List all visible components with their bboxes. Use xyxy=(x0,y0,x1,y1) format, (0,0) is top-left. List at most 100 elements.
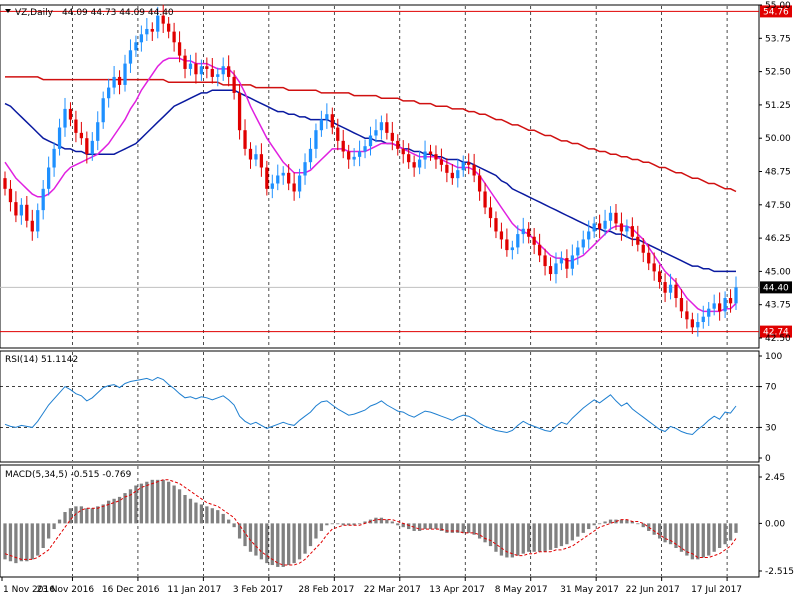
macd-bar xyxy=(423,523,427,530)
candle-body xyxy=(128,50,133,64)
macd-bar xyxy=(467,523,471,533)
time-tick-label: 11 Jan 2017 xyxy=(167,585,221,595)
candle-body xyxy=(199,66,204,75)
candle-body xyxy=(3,178,7,189)
candle-body xyxy=(101,98,105,123)
macd-bar xyxy=(516,523,520,556)
macd-bar xyxy=(14,523,18,564)
macd-bar xyxy=(668,523,673,545)
macd-bar xyxy=(287,523,291,566)
price-tick-label: 52.50 xyxy=(765,68,791,78)
macd-bar xyxy=(696,523,700,560)
rsi-title: RSI(14) 51.1142 xyxy=(5,355,78,365)
rsi-axis: 100 70 30 0 xyxy=(759,352,782,464)
macd-bar xyxy=(74,506,78,524)
candle-body xyxy=(548,266,553,275)
macd-bar xyxy=(172,485,176,524)
macd-bar xyxy=(90,508,94,524)
candle-body xyxy=(445,164,449,173)
candle-body xyxy=(85,138,89,155)
candle-body xyxy=(521,228,525,235)
macd-bar xyxy=(636,523,640,525)
candle-body xyxy=(434,154,438,160)
macd-bar xyxy=(652,523,656,535)
macd-bar xyxy=(532,523,536,552)
candle-body xyxy=(537,244,542,256)
candle-body xyxy=(587,231,591,240)
candle-body xyxy=(712,303,716,309)
candle-body xyxy=(216,74,220,77)
candlesticks xyxy=(3,4,738,337)
candle-body xyxy=(74,119,78,133)
candle-body xyxy=(90,140,94,155)
macd-bar xyxy=(559,523,564,547)
candle-body xyxy=(259,154,264,168)
macd-bar xyxy=(232,523,236,528)
candle-body xyxy=(292,183,296,192)
macd-bar xyxy=(543,523,547,552)
rsi-tick-label: 70 xyxy=(765,383,777,393)
candle-body xyxy=(636,236,640,245)
current-price-label: 44.40 xyxy=(763,283,789,293)
macd-bar xyxy=(325,523,329,526)
candle-body xyxy=(281,172,285,176)
macd-bar xyxy=(30,523,34,560)
macd-bar xyxy=(194,502,198,524)
level-tag xyxy=(760,5,792,18)
macd-signal-layer xyxy=(4,479,737,566)
macd-bar xyxy=(401,523,405,528)
macd-grid xyxy=(72,466,728,576)
main-panel: 54.76 42.74 44.40 55.00 53.75 52.50 51.25 50.0… xyxy=(0,1,792,349)
candle-body xyxy=(161,15,165,24)
candle-body xyxy=(117,76,122,85)
candle-body xyxy=(96,122,100,141)
macd-bar xyxy=(205,506,209,524)
macd-bar xyxy=(128,489,133,524)
price-tick-label: 51.25 xyxy=(765,101,791,111)
time-tick-label: 8 May 2017 xyxy=(495,585,548,595)
candle-body xyxy=(139,34,144,43)
symbol-label: VZ,Daily xyxy=(15,8,54,18)
macd-axis: 2.45 0.00 -2.515 xyxy=(759,473,794,577)
macd-bar xyxy=(281,523,285,567)
price-tick-label: 45.00 xyxy=(765,267,791,277)
candle-body xyxy=(657,271,662,283)
symbol-dropdown-icon[interactable] xyxy=(5,9,11,13)
macd-bar xyxy=(216,510,220,524)
macd-tick-label: 2.45 xyxy=(765,473,785,483)
macd-bar xyxy=(657,523,662,539)
macd-bar xyxy=(68,508,73,524)
candle-body xyxy=(347,151,351,160)
candle-body xyxy=(325,114,329,120)
macd-bar xyxy=(663,523,667,543)
horizontal-levels: 54.76 42.74 44.40 xyxy=(0,5,792,338)
candle-body xyxy=(248,148,253,160)
rsi-line-layer xyxy=(4,376,737,436)
macd-bar xyxy=(308,523,313,547)
candle-body xyxy=(450,172,454,179)
time-tick-label: 22 Jun 2017 xyxy=(626,585,680,595)
candle-body xyxy=(505,239,509,251)
macd-bar xyxy=(63,512,67,524)
candle-body xyxy=(374,130,378,136)
candle-body xyxy=(467,162,471,165)
candle-body xyxy=(276,175,280,184)
price-tick-label: 42.50 xyxy=(765,334,791,344)
macd-bar xyxy=(570,523,574,541)
macd-bar xyxy=(96,506,100,524)
candle-body xyxy=(183,55,187,69)
candle-body xyxy=(603,220,607,229)
macd-bar xyxy=(357,523,362,525)
macd-bar xyxy=(647,523,651,531)
macd-bar xyxy=(390,521,394,524)
macd-bar xyxy=(625,519,629,524)
macd-bar xyxy=(41,523,45,548)
rsi-tick-label: 100 xyxy=(765,352,782,362)
time-tick-label: 16 Dec 2016 xyxy=(102,585,160,595)
candle-body xyxy=(221,66,225,75)
macd-bar xyxy=(581,523,585,533)
macd-bar xyxy=(701,523,705,558)
candle-body xyxy=(134,42,138,51)
main-grid xyxy=(72,6,728,347)
